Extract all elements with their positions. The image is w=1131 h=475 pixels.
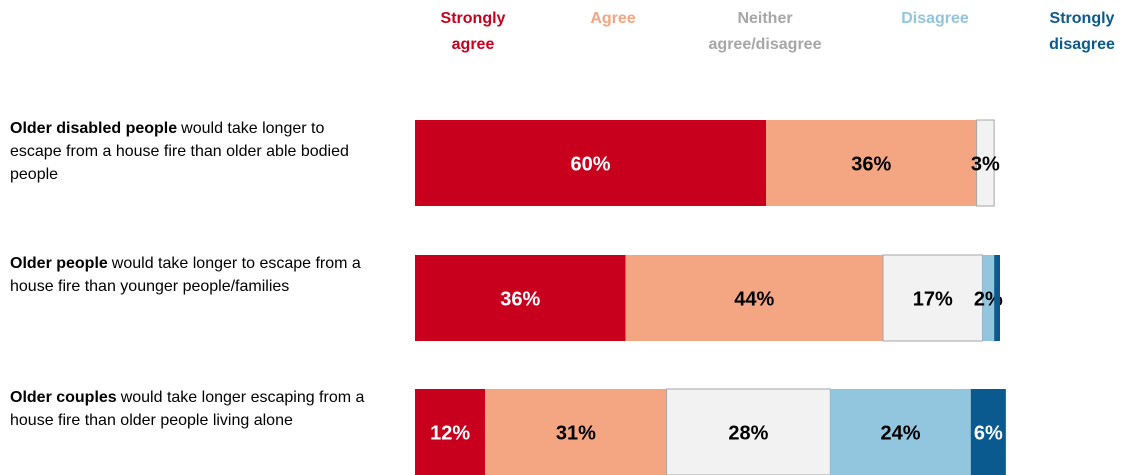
bar-segment — [485, 389, 667, 475]
category-label: Older disabled people would take longer t… — [10, 117, 380, 186]
bar-segment — [882, 254, 983, 342]
bar-segment — [415, 389, 486, 475]
category-bold: Older couples — [10, 389, 117, 406]
value-label: 6% — [974, 422, 1003, 444]
value-label: 31% — [556, 422, 596, 444]
value-label: 12% — [430, 422, 470, 444]
legend-entry: Disagree — [901, 10, 969, 27]
bar-segment — [415, 255, 626, 341]
value-label: 28% — [728, 422, 768, 444]
value-label: 44% — [734, 288, 774, 310]
value-label: 1% — [1006, 288, 1035, 310]
bar-segment — [982, 255, 995, 341]
value-label: 17% — [913, 288, 953, 310]
category-text: would take longer escaping from a house … — [10, 389, 365, 429]
category-bold: Older disabled people — [10, 120, 178, 137]
category-bold: Older people — [10, 255, 108, 272]
bar-segment — [976, 119, 995, 207]
bar-segment — [415, 120, 766, 206]
value-label: 3% — [971, 153, 1000, 175]
legend-entry: Neither agree/disagree — [708, 10, 822, 53]
value-label: 60% — [570, 153, 610, 175]
value-label: 36% — [500, 288, 540, 310]
legend-entry: Agree — [590, 10, 636, 27]
bar-segment — [666, 388, 831, 475]
value-label: 36% — [851, 153, 891, 175]
category-text: would take longer to escape from a house… — [10, 255, 361, 295]
value-label: 24% — [881, 422, 921, 444]
bar-segment — [994, 255, 1000, 341]
category-label: Older couples would take longer escaping … — [10, 386, 380, 432]
legend-entry: Strongly disagree — [1049, 10, 1115, 53]
legend-entry: Strongly agree — [440, 10, 506, 53]
bar-segment — [830, 389, 971, 475]
category-text: would take longer to escape from a house… — [10, 120, 349, 183]
bar-segment — [625, 255, 883, 341]
category-label: Older people would take longer to escape … — [10, 252, 380, 298]
bar-segment — [970, 389, 1006, 475]
bar-segment — [766, 120, 977, 206]
